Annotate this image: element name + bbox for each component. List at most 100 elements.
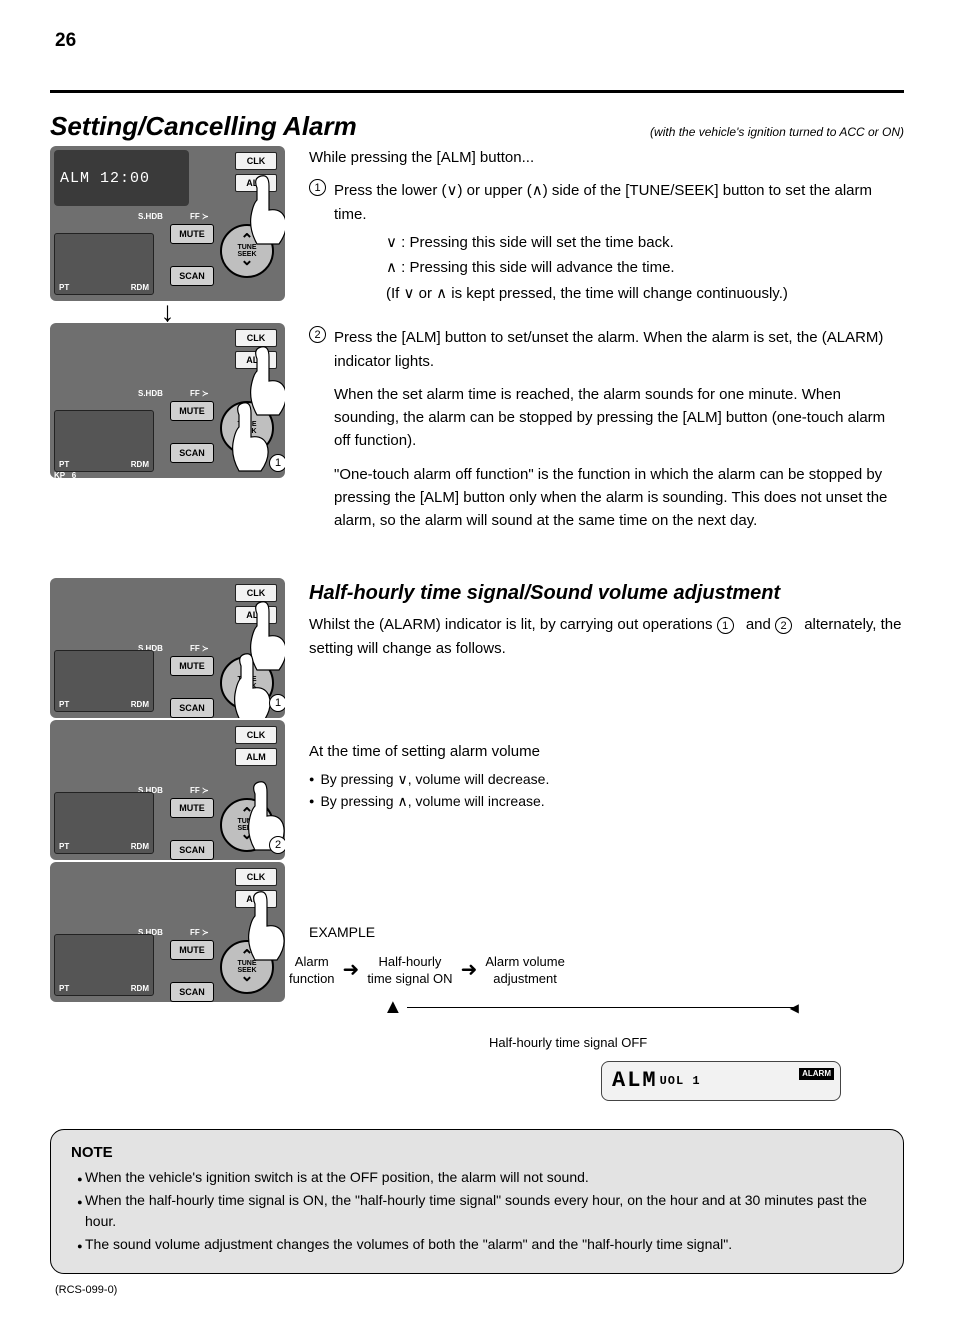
tune-label: TUNE [237,676,256,683]
note-list: When the vehicle's ignition switch is at… [71,1167,883,1255]
rdm-label: RDM [131,984,149,993]
flow-loop: ▲ [383,992,904,1023]
chev-block: ∨ : Pressing this side will set the time… [386,230,904,307]
bullet-list: By pressing ∨, volume will decrease. By … [309,769,904,812]
alm-button[interactable]: ALM [235,890,277,908]
note-box: NOTE When the vehicle's ignition switch … [50,1129,904,1274]
seek-label: SEEK [237,683,256,690]
revision-number: (RCS-099-0) [55,1284,117,1296]
scan-button[interactable]: SCAN [170,698,214,718]
callout-1: 1 [269,454,285,472]
alarm-tag: ALARM [799,1068,834,1080]
shdb-label: S.HDB [138,389,163,398]
scan-button[interactable]: SCAN [170,982,214,1002]
left-stub: PT RDM [54,934,154,996]
left-column: ALM 12:00 CLK ALM S.HDB FF ≻ MUTE SCAN T… [50,146,285,548]
lcd-subtext: UOL 1 [660,1072,701,1091]
clk-button[interactable]: CLK [235,152,277,170]
left-stub: PT RDM [54,410,154,472]
rdm-label: RDM [131,700,149,709]
seek-label: SEEK [237,825,256,832]
page-number: 26 [55,30,76,52]
rdm-label: RDM [131,283,149,292]
tune-seek-button[interactable]: TUNE SEEK [220,656,274,710]
note-item: The sound volume adjustment changes the … [85,1234,883,1255]
tune-label: TUNE [237,421,256,428]
radio-panel-5: CLK ALM S.HDB FF ≻ MUTE SCAN TUNE SEEK P… [50,862,285,1002]
clk-button[interactable]: CLK [235,726,277,744]
right-column: While pressing the [ALM] button... 1 Pre… [309,146,904,548]
page-title: Setting/Cancelling Alarm [50,111,369,142]
ff-label: FF ≻ [190,644,209,653]
step-2: 2 Press the [ALM] button to set/unset th… [309,326,904,532]
divider [50,90,904,93]
tune-seek-button[interactable]: TUNE SEEK [220,940,274,994]
mute-button[interactable]: MUTE [170,224,214,244]
ff-label: FF ≻ [190,389,209,398]
pt-label: PT [59,984,69,993]
chev-line: (If ∨ or ∧ is kept pressed, the time wil… [386,281,904,307]
section-1: ALM 12:00 CLK ALM S.HDB FF ≻ MUTE SCAN T… [50,146,904,548]
kp6-label: KP 6 [54,471,76,478]
step-num-2: 2 [309,326,326,343]
alm-button[interactable]: ALM [235,748,277,766]
ff-label: FF ≻ [190,928,209,937]
bullets-label: At the time of setting alarm volume [309,740,904,763]
clk-button[interactable]: CLK [235,868,277,886]
clk-button[interactable]: CLK [235,329,277,347]
arrow-right-icon: ➜ [343,955,360,986]
flow-node: Alarmfunction [289,954,335,988]
heading-context: (with the vehicle's ignition turned to A… [650,125,904,139]
ff-label: FF ≻ [190,786,209,795]
arrow-right-icon: ➜ [461,955,478,986]
alm-button[interactable]: ALM [235,351,277,369]
note-title: NOTE [71,1144,883,1161]
intro-line: While pressing the [ALM] button... [309,146,904,169]
left-stub: PT RDM [54,650,154,712]
callout-1: 1 [269,694,285,712]
lcd-display: ALM 12:00 [54,150,189,206]
scan-button[interactable]: SCAN [170,443,214,463]
alm-button[interactable]: ALM [235,606,277,624]
tune-seek-button[interactable]: TUNE SEEK [220,798,274,852]
tune-label: TUNE [237,960,256,967]
heading-row: Setting/Cancelling Alarm (with the vehic… [50,111,904,142]
mute-button[interactable]: MUTE [170,798,214,818]
seek-label: SEEK [237,428,256,435]
pt-label: PT [59,700,69,709]
seek-label: SEEK [237,967,256,974]
lcd-large: ALM UOL 1 ALARM [601,1061,841,1101]
tune-seek-button[interactable]: TUNE SEEK [220,224,274,278]
chev-line: ∨ : Pressing this side will set the time… [386,230,904,256]
note-item: When the half-hourly time signal is ON, … [85,1190,883,1232]
mute-button[interactable]: MUTE [170,940,214,960]
seek-label: SEEK [237,251,256,258]
bullet-item: By pressing ∨, volume will decrease. [309,769,904,791]
lcd-text: ALM [612,1064,658,1098]
clk-button[interactable]: CLK [235,584,277,602]
flow-diagram: Alarmfunction ➜ Half-hourlytime signal O… [289,954,904,988]
step-num-1: 1 [309,179,326,196]
shdb-label: S.HDB [138,212,163,221]
section-2: CLK ALM S.HDB FF ≻ MUTE SCAN TUNE SEEK P… [50,578,904,1119]
chev-line: ∧ : Pressing this side will advance the … [386,255,904,281]
pt-label: PT [59,283,69,292]
left-stub: PT RDM [54,233,154,295]
arrow-up-icon: ▲ [383,992,403,1023]
step2-l1: Press the [ALM] button to set/unset the … [334,326,904,373]
flow-node: Half-hourlytime signal ON [367,954,452,988]
mute-button[interactable]: MUTE [170,401,214,421]
flow-node: Alarm volumeadjustment [485,954,564,988]
tune-label: TUNE [237,818,256,825]
pt-label: PT [59,842,69,851]
scan-button[interactable]: SCAN [170,266,214,286]
callout-2: 2 [269,836,285,854]
tune-label: TUNE [237,244,256,251]
alm-button[interactable]: ALM [235,174,277,192]
pt-label: PT [59,460,69,469]
tune-seek-button[interactable]: TUNE SEEK [220,401,274,455]
step2-l3: "One-touch alarm off function" is the fu… [334,463,904,533]
mute-button[interactable]: MUTE [170,656,214,676]
scan-button[interactable]: SCAN [170,840,214,860]
inline-num-2: 2 [775,617,792,634]
